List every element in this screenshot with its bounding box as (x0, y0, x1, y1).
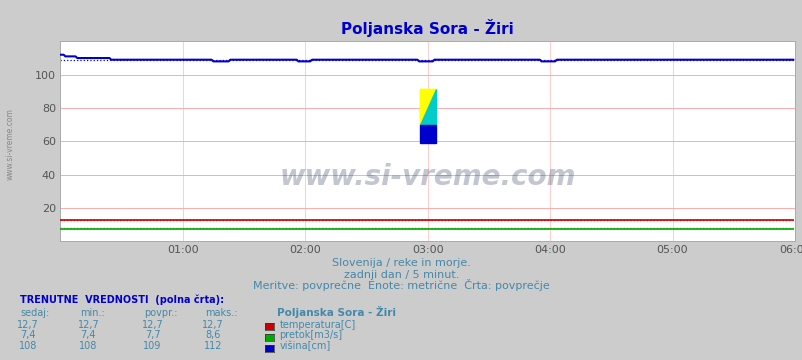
Text: 12,7: 12,7 (17, 320, 39, 330)
Text: 7,4: 7,4 (20, 330, 36, 341)
Text: 7,4: 7,4 (80, 330, 96, 341)
Polygon shape (419, 89, 435, 125)
Bar (419, 125, 435, 143)
Text: TRENUTNE  VREDNOSTI  (polna črta):: TRENUTNE VREDNOSTI (polna črta): (20, 294, 224, 305)
Text: 12,7: 12,7 (201, 320, 224, 330)
Title: Poljanska Sora - Žiri: Poljanska Sora - Žiri (341, 19, 513, 37)
Text: 7,7: 7,7 (144, 330, 160, 341)
Text: www.si-vreme.com: www.si-vreme.com (6, 108, 15, 180)
Text: zadnji dan / 5 minut.: zadnji dan / 5 minut. (343, 270, 459, 280)
Text: Slovenija / reke in morje.: Slovenija / reke in morje. (332, 258, 470, 269)
Text: pretok[m3/s]: pretok[m3/s] (279, 330, 342, 341)
Text: 112: 112 (203, 341, 222, 351)
Polygon shape (419, 89, 435, 125)
Text: Meritve: povprečne  Enote: metrične  Črta: povprečje: Meritve: povprečne Enote: metrične Črta:… (253, 279, 549, 292)
Text: Poljanska Sora - Žiri: Poljanska Sora - Žiri (277, 306, 395, 318)
Text: 108: 108 (19, 341, 37, 351)
Text: 108: 108 (79, 341, 97, 351)
Text: www.si-vreme.com: www.si-vreme.com (279, 163, 575, 191)
Text: 12,7: 12,7 (77, 320, 99, 330)
Text: min.:: min.: (80, 308, 105, 318)
Text: povpr.:: povpr.: (144, 308, 178, 318)
Text: 8,6: 8,6 (205, 330, 221, 341)
Text: 12,7: 12,7 (141, 320, 164, 330)
Text: višina[cm]: višina[cm] (279, 341, 330, 351)
Text: 109: 109 (144, 341, 161, 351)
Text: temperatura[C]: temperatura[C] (279, 320, 355, 330)
Text: maks.:: maks.: (205, 308, 237, 318)
Text: sedaj:: sedaj: (20, 308, 49, 318)
